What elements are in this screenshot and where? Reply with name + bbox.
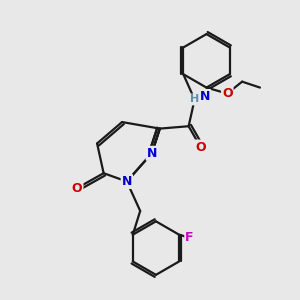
Text: H: H bbox=[190, 94, 199, 104]
Text: N: N bbox=[200, 90, 210, 103]
Text: N: N bbox=[122, 175, 132, 188]
Text: O: O bbox=[195, 140, 206, 154]
Text: O: O bbox=[72, 182, 83, 194]
Text: O: O bbox=[222, 87, 232, 100]
Text: N: N bbox=[147, 147, 157, 160]
Text: F: F bbox=[185, 231, 194, 244]
